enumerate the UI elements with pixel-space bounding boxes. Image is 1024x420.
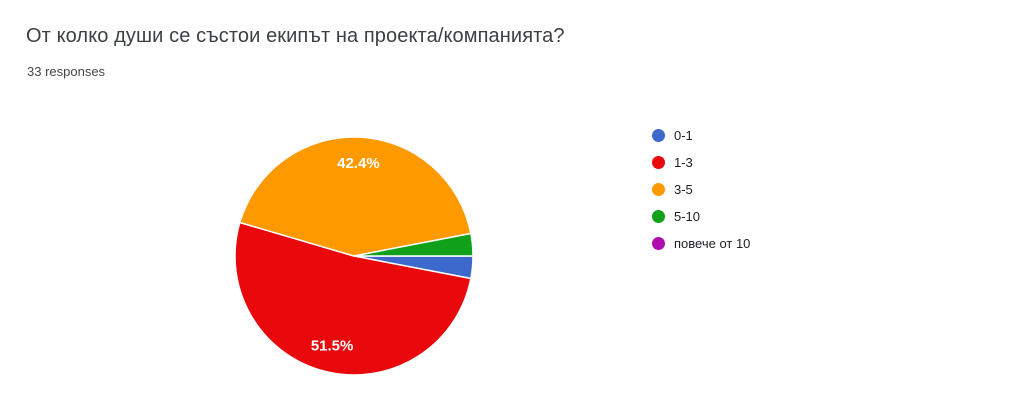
legend-swatch-icon xyxy=(652,183,665,196)
legend-swatch-icon xyxy=(652,237,665,250)
pie-slice-label-1: 51.5% xyxy=(311,338,354,355)
pie-slice-1[interactable] xyxy=(234,221,472,376)
legend-label: 1-3 xyxy=(674,155,693,170)
pie-slice-label-2: 42.4% xyxy=(337,155,380,172)
legend-swatch-icon xyxy=(652,156,665,169)
pie-slice-2[interactable] xyxy=(239,136,472,257)
response-count: 33 responses xyxy=(27,64,106,79)
legend-item-4: повече от 10 xyxy=(652,234,750,253)
legend-label: повече от 10 xyxy=(674,236,751,251)
pie-slice-3[interactable] xyxy=(353,232,474,257)
legend-item-3: 5-10 xyxy=(652,207,750,226)
question-title: От колко души се състои екипът на проект… xyxy=(26,25,565,47)
legend-swatch-icon xyxy=(652,129,665,142)
legend-item-2: 3-5 xyxy=(652,180,750,199)
legend-label: 5-10 xyxy=(674,209,701,224)
legend-label: 3-5 xyxy=(674,182,693,197)
chart-legend: 0-1 1-3 3-5 5-10 повече от 10 xyxy=(652,126,750,253)
legend-swatch-icon xyxy=(652,210,665,223)
legend-item-1: 1-3 xyxy=(652,153,750,172)
legend-label: 0-1 xyxy=(674,128,693,143)
pie-chart-svg: 51.5% 42.4% xyxy=(234,136,474,376)
legend-item-0: 0-1 xyxy=(652,126,750,145)
